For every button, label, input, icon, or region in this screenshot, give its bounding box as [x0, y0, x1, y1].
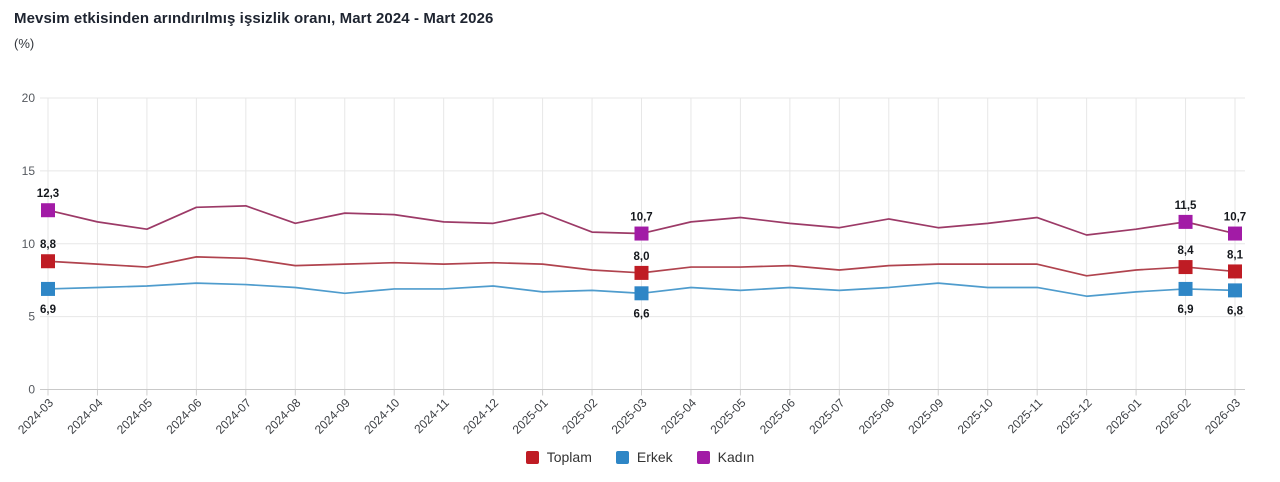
- x-axis-tick-label: 2026-03: [1202, 395, 1243, 436]
- x-axis-tick-label: 2025-08: [856, 395, 897, 436]
- data-point-label: 6,8: [1227, 305, 1244, 317]
- x-axis-tick-label: 2024-08: [262, 395, 303, 436]
- data-point-label: 6,9: [1178, 304, 1194, 316]
- x-axis-tick-label: 2025-06: [757, 395, 798, 436]
- x-axis-tick-label: 2025-09: [905, 395, 946, 436]
- data-point-label: 8,4: [1178, 245, 1195, 257]
- x-axis-tick-label: 2026-02: [1153, 395, 1194, 436]
- legend-swatch: [525, 450, 539, 464]
- y-axis-tick-label: 0: [28, 383, 35, 397]
- x-axis-tick-label: 2024-06: [163, 395, 204, 436]
- legend-item-toplam[interactable]: Toplam: [525, 449, 592, 465]
- x-axis-tick-label: 2024-03: [15, 395, 56, 436]
- data-point-marker-erkek: [1228, 283, 1242, 298]
- x-axis-tick-label: 2024-09: [312, 395, 353, 436]
- data-point-label: 12,3: [37, 188, 59, 200]
- legend-item-erkek[interactable]: Erkek: [615, 449, 673, 465]
- data-point-marker-erkek: [41, 281, 55, 296]
- x-axis-tick-label: 2024-04: [65, 395, 106, 436]
- x-axis-tick-label: 2026-01: [1103, 395, 1144, 436]
- data-point-marker-toplam: [1178, 260, 1193, 275]
- data-point-marker-kadin: [1228, 226, 1242, 241]
- x-axis-tick-label: 2024-11: [411, 395, 452, 436]
- x-axis-tick-label: 2025-10: [955, 395, 996, 436]
- y-axis-tick-label: 5: [28, 310, 35, 324]
- y-axis-tick-label: 10: [22, 237, 36, 251]
- data-point-label: 11,5: [1175, 200, 1197, 212]
- x-axis-tick-label: 2025-11: [1005, 395, 1046, 436]
- data-point-marker-erkek: [1178, 281, 1193, 296]
- data-point-label: 6,9: [40, 304, 56, 316]
- chart-title: Mevsim etkisinden arındırılmış işsizlik …: [14, 10, 494, 27]
- x-axis-tick-label: 2025-07: [806, 395, 847, 436]
- legend-swatch: [696, 450, 710, 464]
- data-point-marker-kadin: [41, 203, 55, 218]
- x-axis-tick-label: 2025-01: [510, 395, 551, 436]
- x-axis-tick-label: 2024-10: [361, 395, 402, 436]
- data-point-label: 8,1: [1227, 249, 1244, 261]
- data-point-marker-toplam: [41, 254, 55, 269]
- x-axis-tick-label: 2025-03: [609, 395, 650, 436]
- legend-label: Kadın: [717, 449, 755, 465]
- data-point-marker-toplam: [634, 265, 649, 280]
- legend-label: Toplam: [546, 449, 592, 465]
- data-point-label: 10,7: [630, 212, 652, 224]
- data-point-label: 8,8: [40, 239, 57, 251]
- data-point-marker-erkek: [634, 286, 649, 301]
- x-axis-tick-label: 2024-07: [213, 395, 254, 436]
- y-axis-tick-label: 15: [22, 164, 36, 178]
- x-axis-tick-label: 2024-05: [114, 395, 155, 436]
- x-axis-tick-label: 2024-12: [460, 395, 501, 436]
- data-point-marker-kadin: [634, 226, 649, 241]
- chart-legend: Toplam Erkek Kadın: [0, 449, 1280, 465]
- legend-label: Erkek: [636, 449, 673, 465]
- x-axis-tick-label: 2025-12: [1054, 395, 1095, 436]
- data-point-marker-kadin: [1178, 214, 1193, 229]
- x-axis-tick-label: 2025-02: [559, 395, 600, 436]
- chart-unit-label: (%): [14, 36, 35, 51]
- data-point-label: 10,7: [1224, 212, 1246, 224]
- data-point-marker-toplam: [1228, 264, 1242, 279]
- legend-item-kadin[interactable]: Kadın: [696, 449, 755, 465]
- x-axis-tick-label: 2025-05: [707, 395, 748, 436]
- data-point-label: 6,6: [634, 308, 650, 320]
- chart-header: Mevsim etkisinden arındırılmış işsizlik …: [14, 10, 494, 51]
- y-axis-tick-label: 20: [22, 91, 36, 105]
- legend-swatch: [615, 450, 629, 464]
- x-axis-tick-label: 2025-04: [658, 395, 699, 436]
- data-point-label: 8,0: [634, 251, 650, 263]
